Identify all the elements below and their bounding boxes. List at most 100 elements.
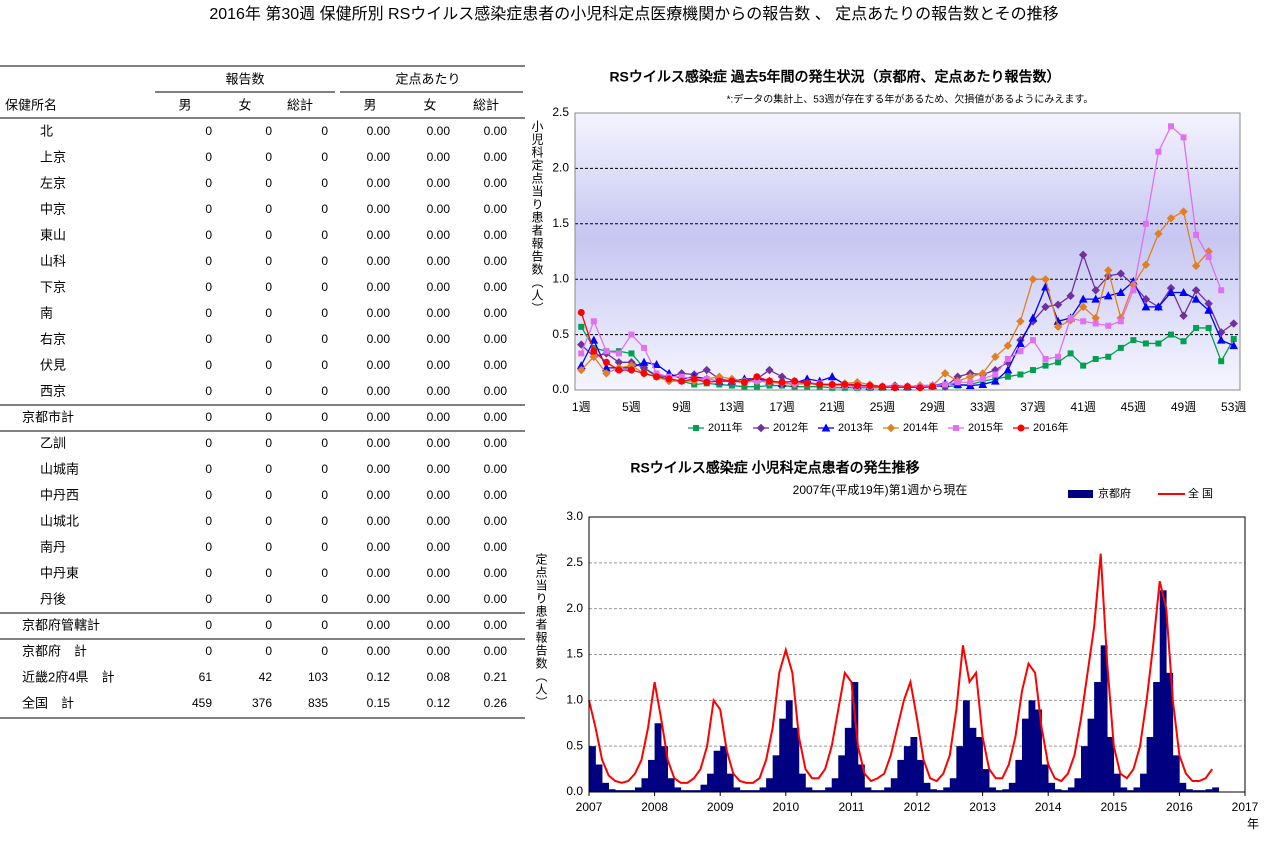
marker <box>653 373 661 381</box>
marker <box>1091 294 1101 303</box>
cell: 0.00 <box>484 592 508 606</box>
marker <box>1142 340 1149 347</box>
marker <box>1230 336 1237 343</box>
bar <box>1021 718 1029 792</box>
bar <box>923 782 931 792</box>
marker <box>1193 231 1200 238</box>
page-title: 2016年 第30週 保健所別 RSウイルス感染症患者の小児科定点医療機関からの… <box>209 5 1058 23</box>
cell: 0.00 <box>427 618 451 632</box>
chart-note: *:データの集計上、53週が存在する年があるため、欠損値があるようにみえます。 <box>727 93 1094 106</box>
marker <box>954 379 961 386</box>
cell: 0 <box>205 306 212 320</box>
bar <box>1113 773 1121 792</box>
marker <box>1166 214 1176 223</box>
cell: 0.00 <box>484 618 508 632</box>
row-name: 京都府 計 <box>22 643 87 658</box>
cell: 0.00 <box>484 410 508 424</box>
cell: 0 <box>205 202 212 216</box>
cell: 0.00 <box>367 358 391 372</box>
marker <box>1154 302 1163 311</box>
marker <box>1116 269 1126 278</box>
cell: 0 <box>321 384 328 398</box>
marker <box>577 308 585 316</box>
bar <box>943 787 951 792</box>
bar <box>1153 682 1161 792</box>
marker <box>1179 287 1188 296</box>
cell: 0 <box>205 124 212 138</box>
cell: 0.00 <box>484 176 508 190</box>
marker <box>1028 313 1038 322</box>
bar <box>1028 700 1036 792</box>
marker <box>1029 367 1036 374</box>
marker <box>979 375 986 382</box>
cell: 0 <box>265 280 272 294</box>
marker <box>1229 319 1238 328</box>
cell: 0.00 <box>367 540 391 554</box>
cell: 0 <box>265 514 272 528</box>
cell: 0.15 <box>367 696 391 710</box>
bar <box>1166 672 1174 792</box>
bar <box>917 759 924 792</box>
chart-subtitle: 2007年(平成19年)第1週から現在 <box>793 483 968 497</box>
bar <box>864 787 872 792</box>
marker <box>628 350 635 357</box>
cell: 0.00 <box>484 254 508 268</box>
cell: 0.00 <box>427 462 451 476</box>
cell: 0.00 <box>367 592 391 606</box>
cell: 0 <box>205 592 212 606</box>
cell: 835 <box>308 696 328 710</box>
row-name: 西京 <box>40 383 66 398</box>
marker <box>1141 260 1151 270</box>
x-tick-label: 41週 <box>1070 400 1095 414</box>
bar <box>615 790 623 792</box>
marker <box>765 377 773 385</box>
column-group: 定点あたり <box>395 71 460 86</box>
bar <box>1041 764 1049 792</box>
bar <box>1008 782 1016 792</box>
cell: 0.00 <box>367 254 391 268</box>
marker <box>1166 287 1176 296</box>
cell: 0 <box>321 462 328 476</box>
cell: 0 <box>265 124 272 138</box>
legend-label: 2014年 <box>903 420 938 434</box>
cell: 0.00 <box>484 332 508 346</box>
cell: 0 <box>321 280 328 294</box>
y-axis-label: 小児科定点当り患者報告数（人） <box>530 120 544 315</box>
marker <box>1193 324 1200 331</box>
marker <box>665 375 673 383</box>
bar <box>1179 782 1187 792</box>
x-tick-label: 5週 <box>622 400 641 414</box>
cell: 0 <box>321 306 328 320</box>
marker <box>577 340 586 349</box>
cell: 0.00 <box>367 488 391 502</box>
marker <box>1154 229 1163 238</box>
cell: 0 <box>321 124 328 138</box>
bar <box>759 787 767 792</box>
x-tick-label: 33週 <box>970 400 995 414</box>
bar <box>1061 790 1069 792</box>
column-header: 女 <box>423 97 436 112</box>
cell: 0.00 <box>367 410 391 424</box>
y-tick-label: 0.5 <box>552 327 569 341</box>
cell: 0 <box>265 488 272 502</box>
marker <box>1003 341 1013 350</box>
marker <box>1155 148 1162 155</box>
bar <box>890 778 898 792</box>
cell: 0.00 <box>367 618 391 632</box>
marker <box>991 352 1000 361</box>
column-header: 男 <box>363 97 376 112</box>
cell: 0.00 <box>484 150 508 164</box>
marker <box>641 344 648 351</box>
cell: 0.00 <box>484 566 508 580</box>
cell: 0.00 <box>367 566 391 580</box>
row-name: 中丹西 <box>40 487 79 502</box>
bar <box>720 746 728 792</box>
bar <box>903 746 911 792</box>
marker <box>1066 291 1075 301</box>
cell: 0.00 <box>427 358 451 372</box>
x-tick-label: 2010 <box>772 800 799 814</box>
x-tick-label: 49週 <box>1171 400 1196 414</box>
cell: 0 <box>321 358 328 372</box>
bar <box>766 778 773 792</box>
x-tick-label: 2016 <box>1166 800 1193 814</box>
